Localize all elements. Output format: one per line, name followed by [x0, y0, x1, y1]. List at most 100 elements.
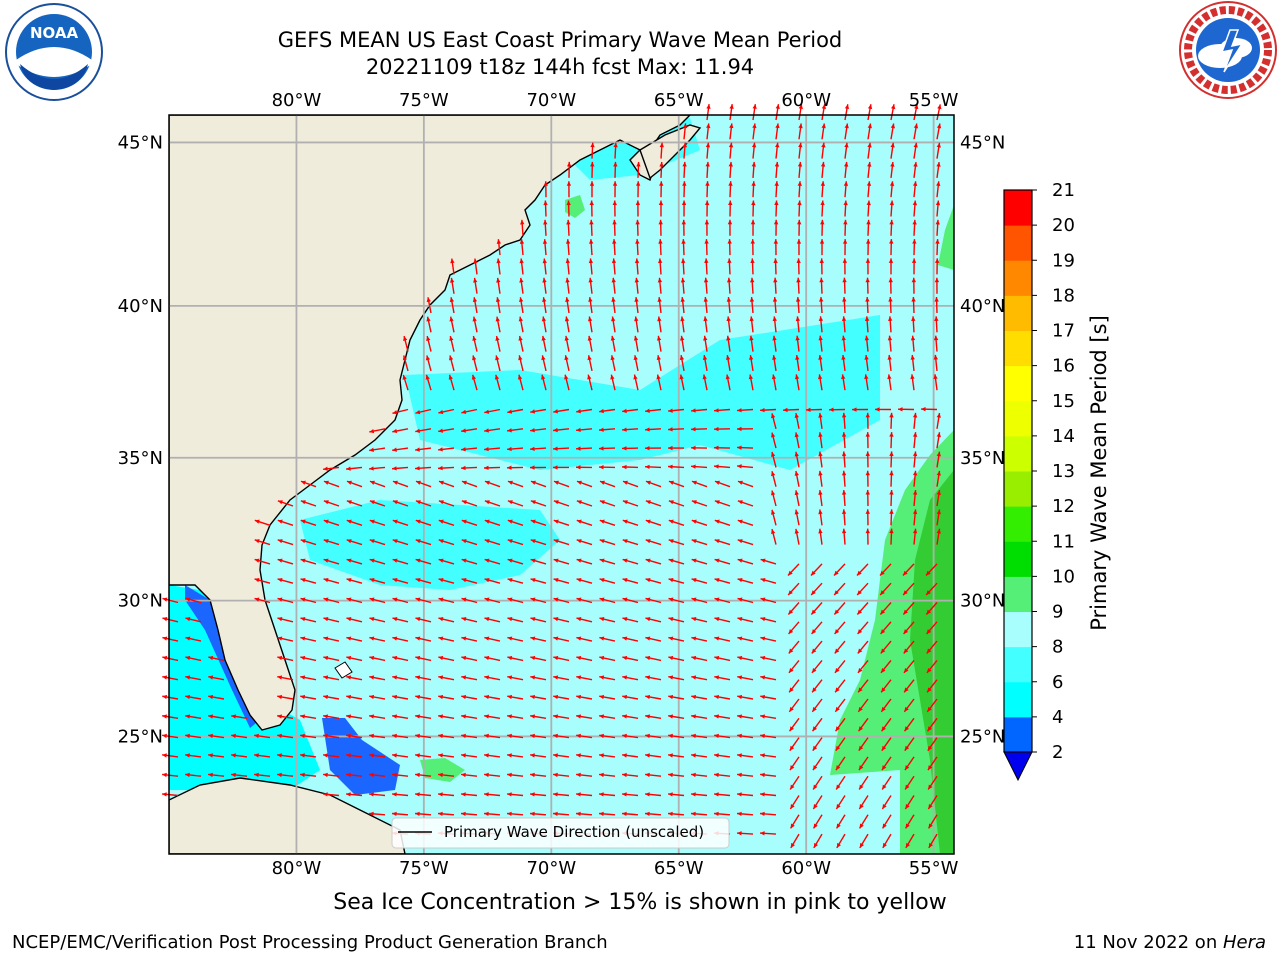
wave-direction-arrow: [507, 733, 524, 739]
wave-direction-arrow: [798, 142, 803, 159]
wave-direction-arrow: [323, 694, 340, 700]
footer-credit: NCEP/EMC/Verification Post Processing Pr…: [12, 932, 608, 953]
lat-tick-label-right: 30°N: [960, 591, 1005, 612]
wave-direction-arrow: [613, 161, 618, 178]
wave-direction-arrow: [437, 811, 455, 817]
wave-direction-arrow: [737, 558, 754, 565]
wave-direction-arrow: [737, 636, 754, 642]
wave-direction-arrow: [645, 519, 662, 526]
wave-direction-arrow: [622, 694, 639, 700]
wave-direction-arrow: [346, 597, 363, 604]
wave-direction-arrow: [530, 428, 547, 433]
wave-direction-arrow: [484, 733, 501, 739]
wave-direction-arrow: [737, 597, 754, 604]
lat-tick-label-left: 30°N: [118, 591, 163, 612]
wave-direction-arrow: [323, 466, 340, 471]
wave-direction-arrow: [760, 792, 777, 797]
wave-direction-arrow: [461, 655, 478, 662]
wave-direction-arrow: [415, 733, 432, 739]
wave-direction-arrow: [818, 335, 823, 352]
wave-direction-arrow: [796, 239, 802, 256]
wave-direction-arrow: [737, 578, 754, 584]
wave-direction-arrow: [668, 772, 685, 778]
wave-direction-arrow: [927, 756, 938, 771]
wave-direction-arrow: [737, 616, 754, 623]
wave-direction-arrow: [484, 636, 501, 642]
wave-direction-arrow: [346, 694, 363, 700]
wave-direction-arrow: [530, 539, 547, 546]
wave-direction-arrow: [507, 694, 524, 700]
wave-direction-arrow: [667, 445, 685, 451]
wave-direction-arrow: [254, 753, 271, 758]
wave-direction-arrow: [775, 104, 780, 121]
colorbar-segment: [1004, 576, 1032, 612]
wave-direction-arrow: [790, 814, 800, 829]
wave-direction-arrow: [599, 714, 616, 719]
wave-direction-arrow: [865, 528, 870, 545]
wave-direction-arrow: [867, 123, 872, 140]
wave-direction-arrow: [553, 733, 570, 739]
wave-direction-arrow: [392, 616, 409, 623]
wave-direction-arrow: [507, 616, 524, 623]
wave-direction-arrow: [841, 335, 846, 352]
wave-direction-arrow: [668, 500, 685, 507]
wave-direction-arrow: [346, 539, 363, 546]
wave-direction-arrow: [414, 466, 432, 471]
wave-direction-arrow: [794, 432, 800, 449]
wave-direction-arrow: [392, 480, 409, 488]
wave-direction-arrow: [530, 636, 547, 642]
wave-direction-arrow: [622, 792, 639, 797]
wave-direction-arrow: [902, 563, 915, 577]
wave-direction-arrow: [507, 714, 524, 719]
wave-direction-arrow: [788, 679, 800, 693]
wave-direction-arrow: [438, 500, 455, 507]
wave-direction-arrow: [369, 500, 386, 507]
colorbar-tick-label: 6: [1052, 672, 1063, 693]
wave-direction-arrow: [415, 694, 432, 700]
colorbar-segment: [1004, 400, 1032, 437]
wave-direction-arrow: [771, 432, 777, 449]
wave-direction-arrow: [392, 714, 409, 719]
wave-direction-arrow: [323, 792, 340, 797]
wave-direction-arrow: [867, 104, 873, 121]
wave-direction-arrow: [771, 451, 777, 468]
wave-direction-arrow: [438, 792, 455, 797]
wave-direction-arrow: [472, 316, 478, 333]
wave-direction-arrow: [438, 597, 455, 604]
wave-direction-arrow: [706, 104, 711, 121]
wave-direction-arrow: [936, 451, 941, 468]
wave-direction-arrow: [903, 640, 915, 654]
wave-direction-arrow: [659, 181, 664, 198]
wave-direction-arrow: [773, 219, 779, 236]
wave-direction-arrow: [634, 297, 639, 314]
wave-direction-arrow: [530, 558, 547, 565]
wave-direction-arrow: [391, 466, 409, 471]
wave-direction-arrow: [553, 480, 570, 488]
wave-direction-arrow: [811, 621, 823, 635]
wave-direction-arrow: [277, 597, 294, 604]
wave-direction-arrow: [599, 753, 616, 758]
wave-direction-arrow: [392, 694, 409, 700]
wave-direction-arrow: [797, 219, 802, 236]
wave-direction-arrow: [691, 733, 708, 739]
wave-direction-arrow: [726, 335, 731, 352]
wave-direction-arrow: [587, 335, 593, 352]
wave-direction-arrow: [759, 811, 777, 817]
wave-direction-arrow: [910, 354, 915, 371]
wave-direction-arrow: [610, 355, 616, 372]
wave-direction-arrow: [185, 714, 202, 719]
wave-direction-arrow: [736, 831, 754, 836]
wave-direction-arrow: [519, 258, 524, 275]
wave-direction-arrow: [369, 539, 386, 546]
wave-direction-arrow: [656, 335, 662, 352]
wave-direction-arrow: [323, 480, 340, 488]
wave-direction-arrow: [933, 354, 938, 371]
wave-direction-arrow: [162, 636, 179, 642]
wave-direction-arrow: [438, 714, 455, 719]
wave-direction-arrow: [277, 539, 294, 546]
wave-direction-arrow: [751, 142, 757, 159]
wave-direction-arrow: [300, 578, 317, 584]
wave-direction-arrow: [911, 258, 917, 275]
wave-direction-arrow: [788, 659, 800, 674]
wave-direction-arrow: [587, 316, 593, 333]
